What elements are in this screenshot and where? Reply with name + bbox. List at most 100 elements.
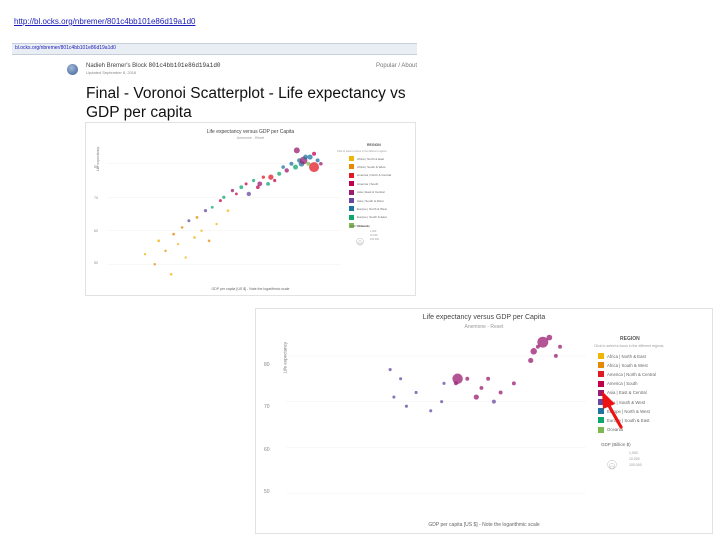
scatter-point[interactable] [143,253,147,256]
scatter-point[interactable] [210,205,214,209]
scatter-point[interactable] [239,185,244,190]
scatter-point[interactable] [193,236,196,239]
popular-about-links[interactable]: Popular / About [376,63,418,69]
scatter-point[interactable] [440,400,444,404]
scatter-point[interactable] [399,377,403,381]
scatter-point[interactable] [392,395,396,399]
legend-item-europe-south-east[interactable]: Europe | South & East [349,214,387,220]
legend-item-africa-south-west[interactable]: Africa | South & West [349,164,385,170]
scatter-point[interactable] [306,161,311,166]
scatter-plot-large[interactable] [256,309,712,533]
scatter-point[interactable] [273,178,277,183]
legend-item-america-south[interactable]: America | South [349,181,378,187]
scatter-point[interactable] [172,232,176,236]
scatter-point[interactable] [184,256,187,259]
scatter-point[interactable] [309,162,320,173]
scatter-point[interactable] [315,158,320,163]
scatter-point[interactable] [491,399,496,404]
scatter-point[interactable] [465,376,470,381]
legend-item-africa-north-east[interactable]: Africa | North & East [598,353,646,359]
chart-title: Life expectancy versus GDP per Capita [422,314,546,321]
scatter-point[interactable] [218,199,222,203]
scatter-point[interactable] [537,336,549,348]
scatter-point[interactable] [195,215,199,219]
legend-item-oceania[interactable]: Oceania [598,426,623,433]
scatter-point[interactable] [257,181,263,187]
scatter-point[interactable] [284,168,289,173]
author-avatar[interactable] [67,64,78,75]
scatter-point[interactable] [530,348,537,355]
scatter-point[interactable] [293,147,300,154]
scatter-point[interactable] [234,192,238,196]
scatter-point[interactable] [244,182,248,186]
scatter-point[interactable] [203,209,208,213]
scatter-point[interactable] [230,188,235,193]
scatter-point[interactable] [226,209,230,212]
scatter-point[interactable] [187,219,191,223]
scatter-point[interactable] [558,344,562,349]
scatter-point[interactable] [252,178,256,183]
legend-item-label: America | North & Central [357,173,392,178]
scatter-point[interactable] [268,174,274,180]
scatter-point[interactable] [180,226,184,229]
scatter-point[interactable] [307,154,313,160]
scatter-point[interactable] [546,334,553,341]
gdp-legend-1000: 1,000 [370,230,377,233]
scatter-point[interactable] [277,171,282,176]
legend-item-africa-south-west[interactable]: Africa | South & West [598,362,648,369]
scatter-point[interactable] [215,222,218,226]
scatter-plot-small[interactable] [86,123,415,295]
scatter-point[interactable] [256,185,260,189]
legend-item-america-north-central[interactable]: America | North & Central [598,371,656,378]
scatter-point[interactable] [404,404,408,408]
scatter-point[interactable] [553,353,558,358]
scatter-point[interactable] [429,409,433,413]
legend-item-asia-south-west[interactable]: Asia | South & West [598,399,645,405]
legend-item-label: Europe | South & East [607,417,650,423]
scatter-point[interactable] [528,357,534,364]
legend-swatch [349,156,354,161]
scatter-point[interactable] [319,161,323,166]
legend-item-asia-south-west[interactable]: Asia | South & West [349,198,384,203]
block-author-name[interactable]: Nadieh Bremer's Block [86,63,147,69]
scatter-point[interactable] [498,390,503,395]
scatter-point[interactable] [222,195,226,199]
scatter-point[interactable] [452,373,463,384]
source-url-link[interactable]: http://bl.ocks.org/nbremer/801c4bb101e86… [14,17,196,26]
legend-item-asia-east-central[interactable]: Asia | East & Central [349,189,385,195]
legend-item-america-south[interactable]: America | South [598,380,638,387]
scatter-point[interactable] [293,164,299,170]
scatter-point[interactable] [442,381,446,385]
browser-address-bar[interactable]: bl.ocks.org/nbremer/801c4bb101e86d19a1d0 [12,43,417,55]
y-tick-70: 70 [264,404,270,410]
legend-item-africa-north-east[interactable]: Africa | North & East [349,156,384,161]
chart-panel-large: Life expectancy versus GDP per Capita An… [255,308,713,534]
scatter-point[interactable] [157,239,161,243]
scatter-point[interactable] [473,394,479,400]
scatter-point[interactable] [281,165,285,169]
scatter-point[interactable] [312,151,317,156]
scatter-point[interactable] [207,239,211,243]
scatter-point[interactable] [176,242,180,246]
legend-item-label: Oceania [357,223,369,228]
scatter-point[interactable] [303,154,308,160]
scatter-point[interactable] [511,381,516,386]
scatter-point[interactable] [200,229,203,232]
scatter-point[interactable] [289,161,294,166]
scatter-point[interactable] [261,175,266,179]
scatter-point[interactable] [164,249,167,253]
legend-item-europe-north-west[interactable]: Europe | North & West [598,408,650,415]
scatter-point[interactable] [266,181,270,186]
scatter-point[interactable] [388,368,392,372]
scatter-point[interactable] [153,263,156,266]
legend-item-asia-east-central[interactable]: Asia | East & Central [598,389,647,396]
scatter-point[interactable] [414,390,418,395]
scatter-point[interactable] [169,273,173,276]
legend-item-oceania[interactable]: Oceania [349,223,369,229]
scatter-point[interactable] [246,191,252,197]
legend-item-america-north-central[interactable]: America | North & Central [349,172,392,178]
scatter-point[interactable] [486,376,491,381]
legend-item-europe-north-west[interactable]: Europe | North & West [349,206,387,212]
legend-item-europe-south-east[interactable]: Europe | South & East [598,417,650,424]
scatter-point[interactable] [479,385,484,390]
